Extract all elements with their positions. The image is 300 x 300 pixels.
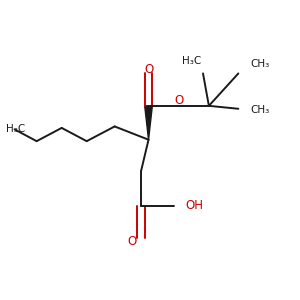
Text: H₃C: H₃C [182,56,201,66]
Text: CH₃: CH₃ [250,105,269,115]
Text: O: O [144,62,153,76]
Text: O: O [128,236,137,248]
Text: O: O [175,94,184,107]
Text: OH: OH [185,200,203,212]
Text: H₃C: H₃C [6,124,25,134]
Text: CH₃: CH₃ [250,59,269,69]
Polygon shape [145,106,152,140]
